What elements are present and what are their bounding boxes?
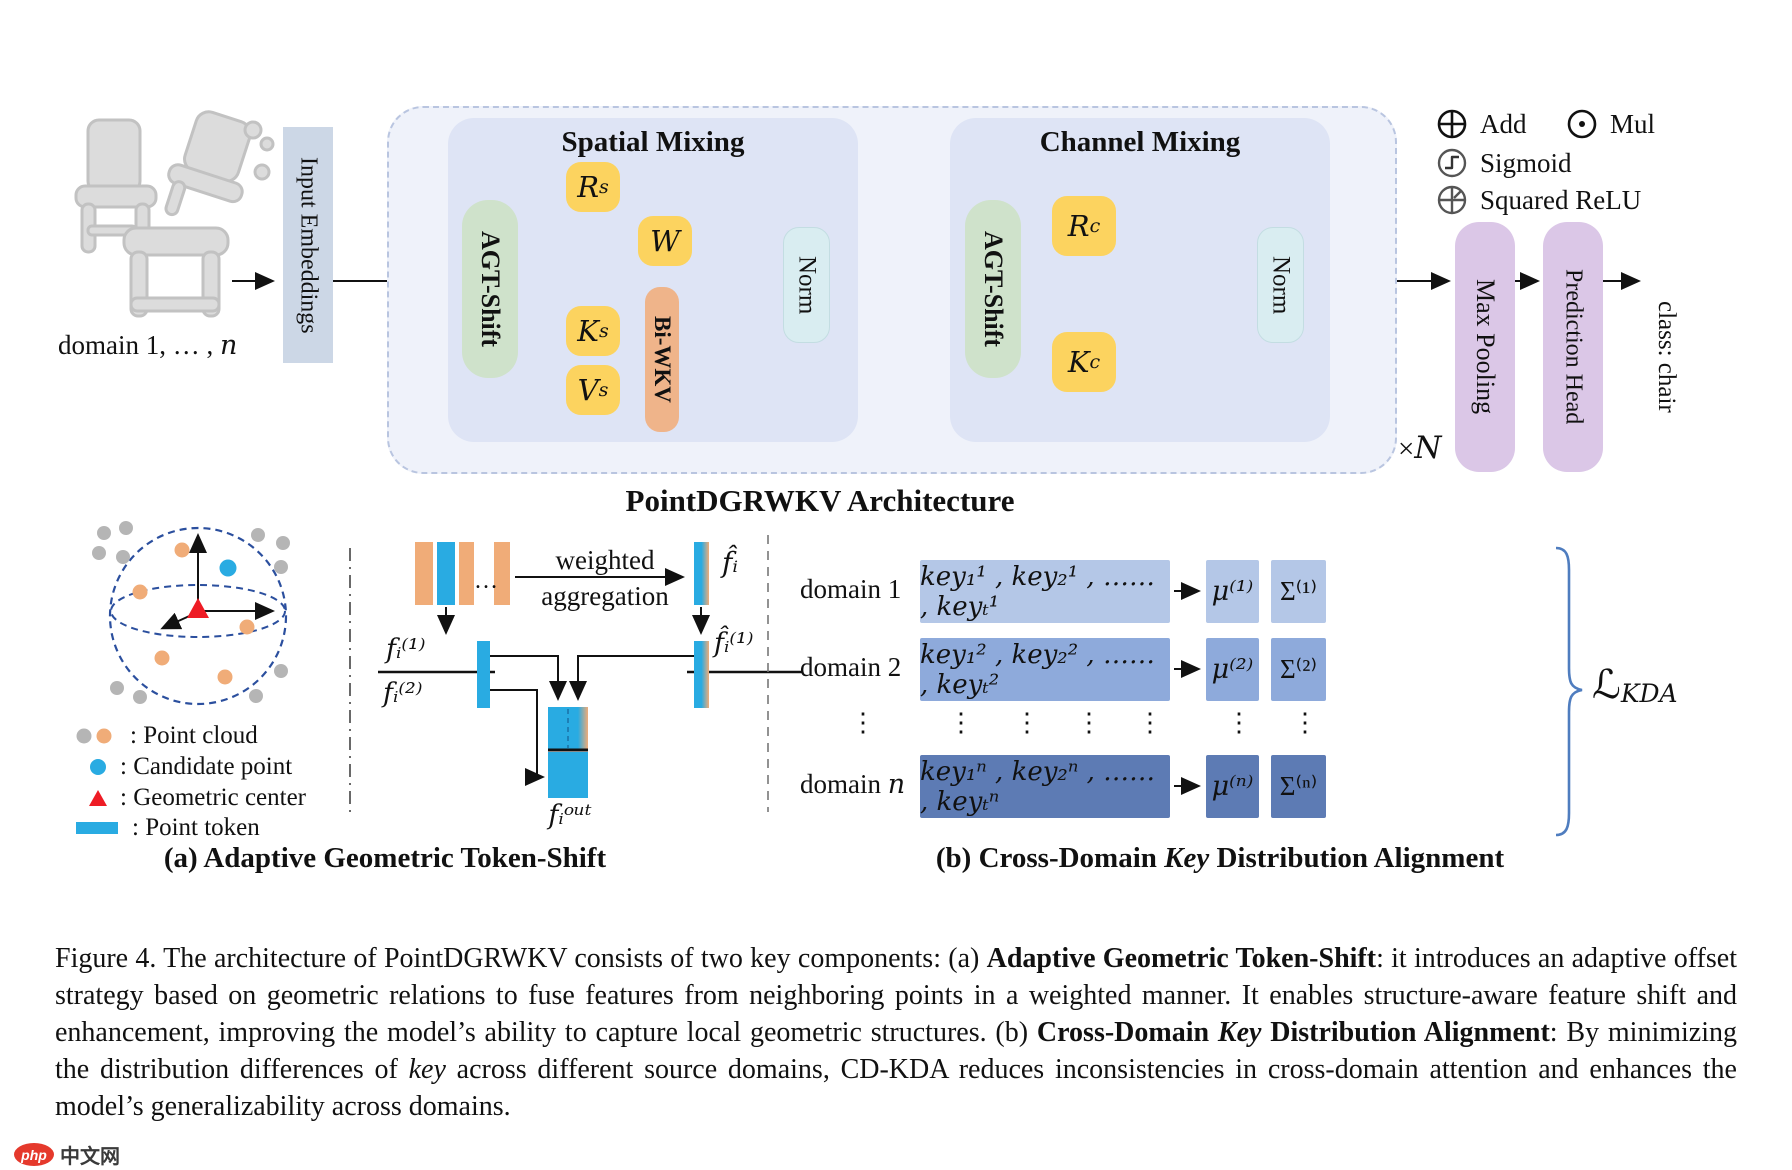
- figure-caption: Figure 4. The architecture of PointDGRWK…: [55, 943, 1737, 1122]
- candidate-point-marker: [90, 759, 106, 775]
- keys-row-domain-2: key₁² , key₂² , …… , keyₜ²: [920, 638, 1170, 701]
- domain-n-label: domain n: [800, 769, 906, 800]
- chair-broken: [164, 110, 252, 217]
- point-cloud-marker: [76, 728, 112, 744]
- watermark-cn-text: 中文网: [60, 1144, 120, 1168]
- domain-1-label: domain 1: [800, 574, 902, 604]
- sphere-diagram: [92, 521, 290, 706]
- mu-2-box: μ⁽²⁾: [1206, 638, 1259, 701]
- spatial-norm-block: Norm: [783, 227, 830, 343]
- brace: [1555, 546, 1583, 837]
- repeat-n-label: ×N: [1398, 430, 1442, 466]
- spatial-mixing-title: Spatial Mixing: [561, 126, 745, 158]
- point-token-marker: [76, 822, 118, 834]
- legend-add: Add: [1436, 108, 1527, 140]
- legend-candidate-point: : Candidate point: [86, 753, 292, 781]
- vdots: ⋮: [1226, 708, 1252, 737]
- stool: [122, 226, 230, 318]
- panel-b-caption: (b) Cross-Domain Key Distribution Alignm…: [935, 842, 1505, 874]
- add-icon: [1437, 109, 1467, 139]
- legend-squared-relu: Squared ReLU: [1436, 184, 1641, 216]
- vdots: ⋮: [1076, 708, 1102, 737]
- panel-a-caption: (a) Adaptive Geometric Token-Shift: [163, 842, 607, 874]
- w-box: W: [638, 216, 692, 266]
- orange-points: [132, 542, 255, 685]
- legend-point-cloud: : Point cloud: [72, 722, 258, 750]
- vdots: ⋮: [948, 708, 974, 737]
- vdots: ⋮: [1137, 708, 1163, 737]
- sigmoid-icon: [1437, 148, 1467, 178]
- legend-geometric-center: : Geometric center: [86, 784, 306, 812]
- bi-wkv-block: Bi-WKV: [645, 287, 679, 432]
- watermark: php 中文网: [14, 1140, 120, 1169]
- f2-label: fᵢ⁽²⁾: [383, 678, 423, 709]
- debris-blob: [243, 120, 263, 140]
- sigma-n-box: Σ⁽ⁿ⁾: [1271, 755, 1326, 818]
- channel-agt-shift-block: AGT-Shift: [965, 200, 1021, 378]
- candidate-point-marker: [219, 559, 237, 577]
- php-logo: php: [14, 1143, 54, 1166]
- keys-row-domain-n: key₁ⁿ , key₂ⁿ , …… , keyₜⁿ: [920, 755, 1170, 818]
- vdots: ⋮: [1292, 708, 1318, 737]
- point-cloud-chairs-sketch: [74, 110, 275, 318]
- mu-n-box: μ⁽ⁿ⁾: [1206, 755, 1259, 818]
- mu-1-box: μ⁽¹⁾: [1206, 560, 1259, 623]
- weighted-label: weighted: [555, 545, 655, 575]
- spatial-agt-shift-block: AGT-Shift: [462, 200, 518, 378]
- geometric-center-marker: [89, 790, 107, 806]
- sigma-1-box: Σ⁽¹⁾: [1271, 560, 1326, 623]
- f-hat-label: f̂ᵢ: [722, 546, 738, 579]
- f1-label: fᵢ⁽¹⁾: [386, 634, 426, 665]
- gray-points: [92, 521, 290, 704]
- legend-point-token: : Point token: [74, 814, 260, 842]
- domain-2-label: domain 2: [800, 652, 902, 682]
- architecture-title: PointDGRWKV Architecture: [625, 483, 1015, 518]
- chair-upright: [74, 118, 158, 254]
- legend-mul: Mul: [1566, 108, 1655, 140]
- bar-ellipsis: …: [474, 568, 500, 594]
- legend-sigmoid: Sigmoid: [1436, 147, 1572, 179]
- vdots: ⋮: [850, 708, 876, 737]
- aggregation-label: aggregation: [541, 581, 669, 611]
- vdots: ⋮: [1014, 708, 1040, 737]
- geometric-center-marker: [187, 598, 209, 618]
- input-embeddings-block: Input Embeddings: [283, 127, 333, 363]
- f-hat1-label: f̂ᵢ⁽¹⁾: [714, 628, 754, 659]
- channel-mixing-title: Channel Mixing: [1039, 126, 1241, 158]
- mul-icon: [1567, 109, 1597, 139]
- prediction-head-block: Prediction Head: [1543, 222, 1603, 472]
- sigma-2-box: Σ⁽²⁾: [1271, 638, 1326, 701]
- output-class-label: class: chair: [1653, 301, 1680, 413]
- debris-blob: [253, 163, 271, 181]
- channel-norm-block: Norm: [1257, 227, 1304, 343]
- squared-relu-icon: [1437, 185, 1467, 215]
- max-pooling-block: Max Pooling: [1455, 222, 1515, 472]
- keys-row-domain-1: key₁¹ , key₂¹ , …… , keyₜ¹: [920, 560, 1170, 623]
- kda-loss-label: ℒKDA: [1592, 662, 1678, 709]
- domain-input-label: domain 1, … , n: [58, 330, 238, 361]
- f-out-label: fᵢᵒᵘᵗ: [548, 800, 592, 831]
- debris-blob: [259, 136, 275, 152]
